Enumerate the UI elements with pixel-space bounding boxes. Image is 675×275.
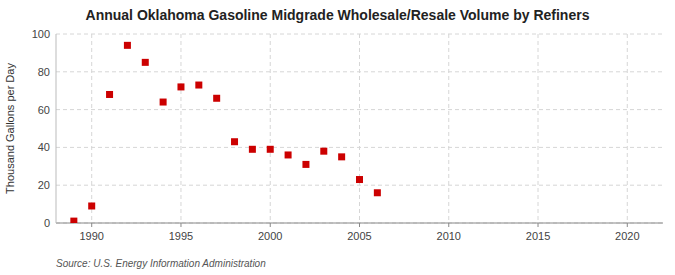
point <box>231 138 238 145</box>
point <box>70 218 77 223</box>
point <box>160 99 167 106</box>
x-tick-label: 2010 <box>437 230 461 242</box>
point <box>356 176 363 183</box>
point <box>195 82 202 89</box>
x-tick-label: 2000 <box>258 230 282 242</box>
x-tick <box>359 223 360 227</box>
x-tick <box>270 223 271 227</box>
grid-line-x <box>627 34 628 223</box>
x-tick-label: 1990 <box>79 230 103 242</box>
point <box>285 151 292 158</box>
y-tick-label: 40 <box>38 141 50 153</box>
x-tick-label: 2020 <box>615 230 639 242</box>
chart-svg: Annual Oklahoma Gasoline Midgrade Wholes… <box>0 0 675 275</box>
x-tick <box>91 223 92 227</box>
chart-container: Annual Oklahoma Gasoline Midgrade Wholes… <box>0 0 675 275</box>
grid-line-y <box>56 223 663 224</box>
point <box>374 189 381 196</box>
x-tick-label: 2005 <box>347 230 371 242</box>
x-tick <box>627 223 628 227</box>
annotation: Source: U.S. Energy Information Administ… <box>56 258 266 269</box>
point <box>124 42 131 49</box>
grid-line-y <box>56 109 663 110</box>
grid-line-x <box>270 34 271 223</box>
y-tick-label: 20 <box>38 179 50 191</box>
point <box>177 83 184 90</box>
x-tick-label: 1995 <box>169 230 193 242</box>
grid-line-x <box>448 34 449 223</box>
grid-line-x <box>91 34 92 223</box>
y-axis-label: Thousand Gallons per Day <box>4 63 16 194</box>
x-axis-line <box>56 223 663 224</box>
y-axis-line <box>56 34 57 223</box>
y-tick-label: 80 <box>38 66 50 78</box>
grid <box>56 34 663 223</box>
x-tick <box>448 223 449 227</box>
y-tick-label: 0 <box>44 217 50 229</box>
grid-line-x <box>180 34 181 223</box>
point <box>320 148 327 155</box>
point <box>249 146 256 153</box>
point <box>213 95 220 102</box>
point <box>88 202 95 209</box>
point <box>302 161 309 168</box>
x-tick-label: 2015 <box>526 230 550 242</box>
title: Annual Oklahoma Gasoline Midgrade Wholes… <box>86 7 590 23</box>
point <box>106 91 113 98</box>
point <box>142 59 149 66</box>
x-tick <box>538 223 539 227</box>
point <box>267 146 274 153</box>
y-tick-label: 100 <box>32 28 50 40</box>
y-tick-label: 60 <box>38 104 50 116</box>
axes: 0 20 40 60 80 100 1990 1995 2000 2005 2010 2015 2020 <box>32 28 663 242</box>
points <box>70 42 381 223</box>
grid-line-x <box>538 34 539 223</box>
grid-line-x <box>359 34 360 223</box>
x-tick <box>180 223 181 227</box>
point <box>338 153 345 160</box>
